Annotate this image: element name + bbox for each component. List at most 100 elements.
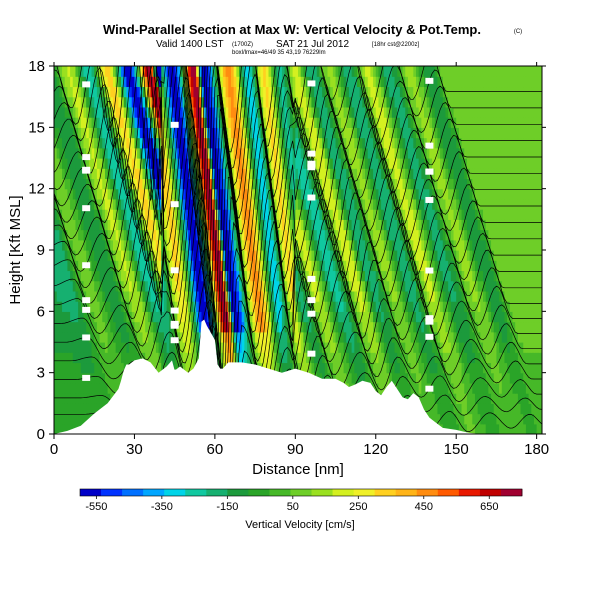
w-cell	[193, 250, 197, 261]
w-cell	[257, 250, 262, 261]
w-cell	[432, 352, 436, 364]
w-cell	[300, 178, 304, 190]
w-cell	[295, 352, 299, 364]
w-cell	[504, 311, 508, 323]
w-cell	[442, 352, 447, 364]
w-cell	[533, 188, 538, 200]
w-cell	[356, 342, 361, 353]
w-cell	[437, 403, 441, 415]
w-cell	[300, 331, 304, 343]
w-cell	[54, 393, 58, 404]
w-cell	[523, 239, 527, 251]
w-cell	[241, 311, 245, 323]
w-cell	[525, 158, 530, 169]
w-cell	[107, 331, 111, 343]
w-cell	[300, 280, 304, 292]
w-cell	[533, 239, 538, 251]
w-cell	[59, 158, 63, 169]
w-cell	[80, 362, 85, 374]
w-cell	[469, 301, 473, 312]
w-cell	[381, 209, 385, 220]
w-cell	[107, 342, 111, 353]
w-cell	[509, 403, 514, 415]
w-cell	[520, 423, 524, 434]
w-cell	[365, 290, 369, 302]
w-cell	[314, 352, 318, 364]
w-cell	[434, 219, 439, 231]
w-cell	[190, 331, 195, 343]
w-cell	[72, 382, 77, 394]
w-cell	[531, 362, 535, 374]
w-cell	[75, 178, 79, 190]
w-cell	[289, 178, 294, 190]
w-cell	[99, 270, 103, 282]
w-cell	[483, 270, 487, 282]
w-cell	[456, 393, 460, 404]
w-cell	[440, 239, 444, 251]
w-cell	[515, 372, 519, 384]
w-cell	[265, 321, 270, 333]
w-cell	[217, 270, 221, 282]
w-cell	[147, 229, 152, 241]
w-cell	[265, 260, 270, 272]
w-cell	[67, 311, 71, 323]
w-cell	[442, 239, 447, 251]
w-cell	[413, 362, 417, 374]
w-cell	[477, 290, 481, 302]
w-cell	[509, 280, 514, 292]
w-cell	[405, 209, 409, 220]
w-cell	[450, 342, 455, 353]
w-cell	[217, 260, 221, 272]
w-cell	[480, 239, 484, 251]
w-cell	[230, 321, 235, 333]
w-cell	[241, 147, 245, 159]
w-cell	[244, 178, 248, 190]
w-cell	[153, 188, 157, 200]
w-cell	[198, 239, 203, 251]
w-cell	[147, 331, 152, 343]
w-cell	[163, 209, 168, 220]
w-cell	[222, 352, 227, 364]
w-cell	[496, 311, 500, 323]
w-cell	[477, 158, 481, 169]
w-cell	[501, 352, 506, 364]
w-cell	[496, 362, 500, 374]
w-cell	[91, 250, 95, 261]
w-cell	[391, 229, 396, 241]
w-cell	[472, 178, 476, 190]
w-cell	[64, 239, 69, 251]
w-cell	[257, 168, 262, 180]
w-cell	[91, 331, 95, 343]
w-cell	[389, 372, 393, 384]
w-cell	[99, 239, 103, 251]
w-cell	[129, 250, 133, 261]
w-cell	[391, 331, 396, 343]
w-cell	[343, 301, 347, 312]
w-cell	[80, 393, 85, 404]
w-cell	[415, 158, 420, 169]
w-cell	[121, 239, 125, 251]
w-cell	[96, 229, 101, 241]
w-cell	[249, 158, 254, 169]
w-cell	[217, 239, 221, 251]
w-cell	[418, 321, 422, 333]
w-cell	[107, 178, 111, 190]
w-cell	[56, 290, 60, 302]
w-cell	[198, 301, 203, 312]
w-cell	[378, 301, 382, 312]
w-cell	[330, 158, 334, 169]
w-cell	[356, 158, 361, 169]
w-cell	[485, 342, 489, 353]
w-cell	[440, 403, 444, 415]
w-cell	[512, 260, 516, 272]
w-cell	[209, 229, 213, 241]
w-cell	[295, 270, 299, 282]
w-cell	[445, 311, 449, 323]
w-cell	[303, 321, 307, 333]
w-cell	[96, 250, 101, 261]
w-cell	[488, 301, 492, 312]
w-cell	[440, 229, 444, 241]
w-cell	[177, 290, 181, 302]
w-cell	[99, 290, 103, 302]
w-cell	[112, 270, 117, 282]
